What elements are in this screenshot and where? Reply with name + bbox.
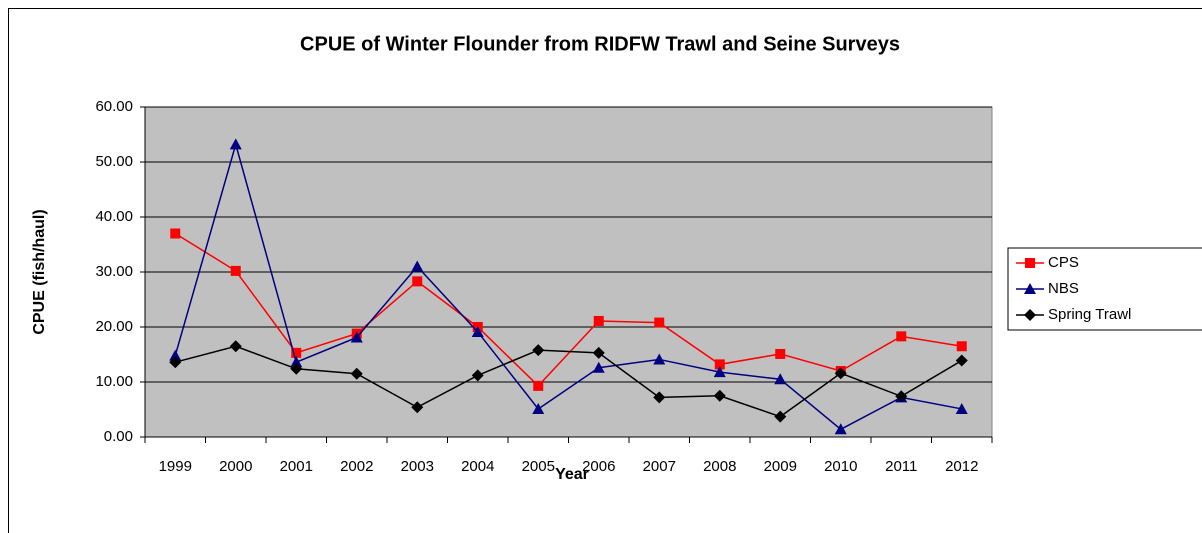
x-tick-label: 2009	[764, 458, 797, 475]
data-point	[471, 325, 484, 337]
legend-marker	[1024, 309, 1036, 321]
x-tick-label: 2000	[219, 458, 252, 475]
data-point	[350, 367, 363, 380]
data-point	[955, 354, 968, 367]
data-point	[593, 315, 604, 326]
data-point	[291, 347, 302, 358]
chart-border	[8, 8, 1202, 533]
x-tick-label: 2005	[522, 458, 555, 475]
data-point	[592, 361, 605, 373]
data-point	[713, 366, 726, 378]
data-point	[290, 356, 303, 368]
y-tick-label: 40.00	[95, 208, 133, 225]
x-tick-label: 2010	[824, 458, 857, 475]
series-line	[174, 141, 962, 431]
x-axis-label: Year	[555, 466, 589, 483]
data-point	[834, 423, 847, 435]
x-tick-label: 2007	[643, 458, 676, 475]
data-point	[775, 348, 786, 359]
x-tick-label: 2012	[945, 458, 978, 475]
data-point	[774, 373, 787, 385]
data-point	[653, 391, 666, 404]
data-point	[350, 331, 363, 343]
data-point	[956, 341, 967, 352]
data-point	[834, 367, 847, 380]
x-tick-label: 2003	[401, 458, 434, 475]
data-point	[170, 228, 181, 239]
legend-label: NBS	[1048, 280, 1079, 297]
legend-label: Spring Trawl	[1048, 306, 1131, 323]
legend-marker	[1024, 283, 1036, 294]
data-point	[412, 276, 423, 287]
data-point	[230, 265, 241, 276]
x-tick-label: 2002	[340, 458, 373, 475]
data-point	[774, 410, 787, 423]
data-point	[411, 260, 424, 272]
x-tick-label: 2001	[280, 458, 313, 475]
data-point	[290, 362, 303, 375]
series-line	[175, 345, 963, 418]
data-point	[895, 390, 908, 403]
data-point	[896, 331, 907, 342]
legend-marker	[1025, 258, 1035, 268]
data-point	[411, 401, 424, 414]
data-point	[713, 389, 726, 402]
data-point	[532, 344, 545, 357]
y-tick-label: 60.00	[95, 98, 133, 115]
y-tick-label: 20.00	[95, 318, 133, 335]
y-tick-label: 0.00	[104, 428, 133, 445]
data-point	[169, 356, 182, 369]
x-tick-label: 2008	[703, 458, 736, 475]
data-point	[471, 369, 484, 382]
data-point	[169, 349, 182, 361]
data-point	[714, 359, 725, 370]
data-point	[229, 340, 242, 353]
data-point	[592, 346, 605, 359]
data-point	[533, 380, 544, 391]
data-point	[532, 402, 545, 414]
x-tick-label: 1999	[159, 458, 192, 475]
chart-title: CPUE of Winter Flounder from RIDFW Trawl…	[300, 33, 900, 55]
y-axis-label: CPUE (fish/haul)	[31, 209, 48, 334]
data-point	[654, 317, 665, 328]
y-tick-label: 50.00	[95, 153, 133, 170]
y-tick-label: 30.00	[95, 263, 133, 280]
legend-label: CPS	[1048, 254, 1079, 271]
x-tick-label: 2011	[885, 458, 917, 475]
y-tick-label: 10.00	[95, 373, 133, 390]
data-point	[955, 402, 968, 414]
x-tick-label: 2004	[461, 458, 494, 475]
data-point	[653, 353, 666, 365]
data-point	[229, 138, 242, 150]
series-line	[174, 232, 962, 387]
x-tick-label: 2006	[582, 458, 615, 475]
